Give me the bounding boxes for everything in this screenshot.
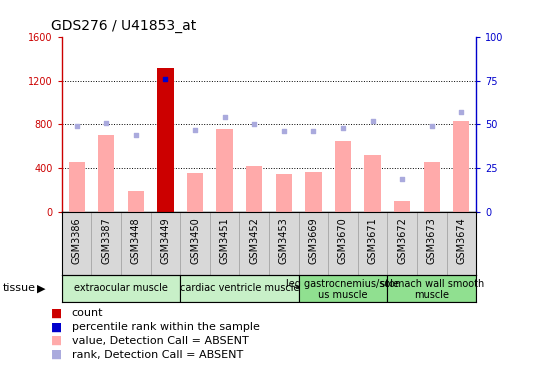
Text: GSM3670: GSM3670 xyxy=(338,217,348,264)
Text: GSM3669: GSM3669 xyxy=(308,217,318,264)
Bar xyxy=(423,163,440,212)
Text: count: count xyxy=(72,308,103,318)
Text: GSM3673: GSM3673 xyxy=(427,217,437,264)
Bar xyxy=(128,191,144,212)
Text: us muscle: us muscle xyxy=(318,290,368,300)
Point xyxy=(131,132,140,138)
Point xyxy=(161,76,169,82)
Text: value, Detection Call = ABSENT: value, Detection Call = ABSENT xyxy=(72,336,249,346)
Text: GDS276 / U41853_at: GDS276 / U41853_at xyxy=(51,19,196,33)
Text: GSM3452: GSM3452 xyxy=(249,217,259,264)
Point xyxy=(72,123,81,129)
Bar xyxy=(68,162,85,212)
Bar xyxy=(216,129,233,212)
Point xyxy=(190,127,199,132)
Bar xyxy=(299,274,387,302)
Bar xyxy=(98,135,115,212)
Text: tissue: tissue xyxy=(3,283,36,293)
Text: GSM3672: GSM3672 xyxy=(397,217,407,264)
Point xyxy=(457,109,465,115)
Text: GSM3450: GSM3450 xyxy=(190,217,200,264)
Bar xyxy=(305,172,322,212)
Bar xyxy=(187,173,203,212)
Text: ■: ■ xyxy=(51,306,62,320)
Text: muscle: muscle xyxy=(414,290,449,300)
Text: GSM3386: GSM3386 xyxy=(72,217,82,264)
Bar xyxy=(453,121,470,212)
Bar xyxy=(335,141,351,212)
Text: extraocular muscle: extraocular muscle xyxy=(74,283,168,293)
Bar xyxy=(157,68,174,212)
Text: ■: ■ xyxy=(51,320,62,333)
Point xyxy=(338,125,347,131)
Bar xyxy=(387,274,476,302)
Text: GSM3671: GSM3671 xyxy=(367,217,378,264)
Point xyxy=(250,122,258,127)
Text: ■: ■ xyxy=(51,334,62,347)
Bar xyxy=(275,175,292,212)
Text: GSM3448: GSM3448 xyxy=(131,217,141,264)
Text: leg gastrocnemius/sole: leg gastrocnemius/sole xyxy=(286,279,400,289)
Point xyxy=(102,120,110,126)
Text: cardiac ventricle muscle: cardiac ventricle muscle xyxy=(180,283,299,293)
Point xyxy=(309,128,317,134)
Text: ■: ■ xyxy=(51,348,62,361)
Bar xyxy=(62,274,180,302)
Bar xyxy=(246,166,263,212)
Text: GSM3674: GSM3674 xyxy=(456,217,466,264)
Point xyxy=(279,128,288,134)
Text: GSM3451: GSM3451 xyxy=(220,217,230,264)
Text: percentile rank within the sample: percentile rank within the sample xyxy=(72,322,259,332)
Text: rank, Detection Call = ABSENT: rank, Detection Call = ABSENT xyxy=(72,350,243,360)
Bar xyxy=(180,274,299,302)
Bar xyxy=(394,201,410,212)
Point xyxy=(220,115,229,120)
Bar xyxy=(364,155,381,212)
Text: GSM3453: GSM3453 xyxy=(279,217,289,264)
Point xyxy=(427,123,436,129)
Text: GSM3449: GSM3449 xyxy=(160,217,171,264)
Text: GSM3387: GSM3387 xyxy=(101,217,111,264)
Text: stomach wall smooth: stomach wall smooth xyxy=(380,279,484,289)
Point xyxy=(368,118,377,124)
Point xyxy=(398,176,406,182)
Text: ▶: ▶ xyxy=(37,283,45,293)
